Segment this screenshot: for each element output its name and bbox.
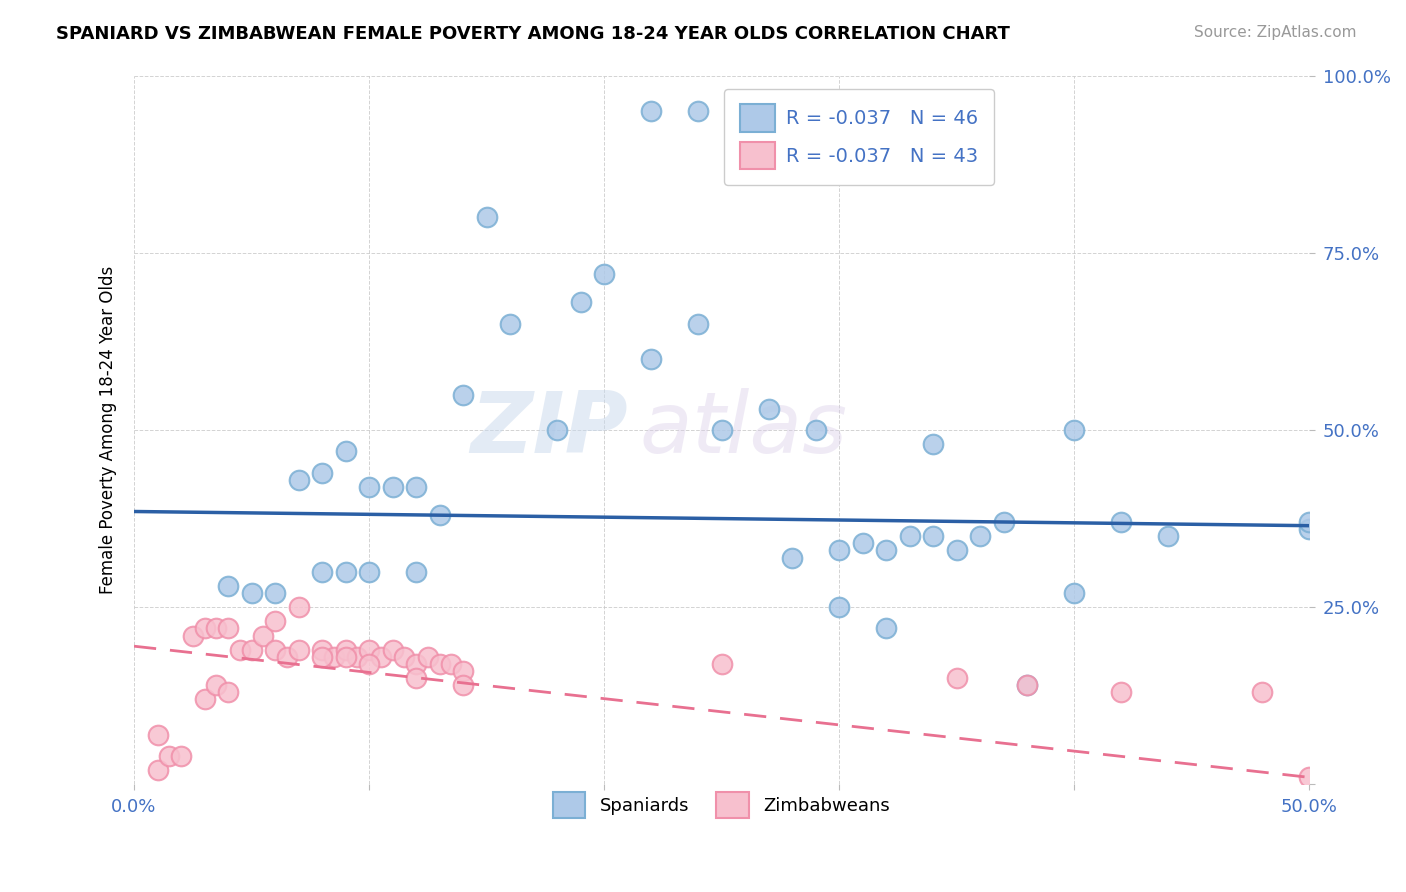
Point xyxy=(264,586,287,600)
Point xyxy=(1063,586,1085,600)
Point xyxy=(475,211,498,225)
Point xyxy=(640,352,662,367)
Legend: Spaniards, Zimbabweans: Spaniards, Zimbabweans xyxy=(546,785,897,825)
Point xyxy=(287,473,309,487)
Point xyxy=(1298,770,1320,784)
Point xyxy=(828,543,851,558)
Point xyxy=(181,629,204,643)
Point xyxy=(1298,522,1320,536)
Point xyxy=(357,657,380,671)
Point xyxy=(335,565,357,579)
Point xyxy=(569,295,592,310)
Point xyxy=(1298,515,1320,529)
Point xyxy=(686,103,709,118)
Point xyxy=(1017,678,1039,692)
Point xyxy=(451,387,474,401)
Point xyxy=(1017,678,1039,692)
Point xyxy=(229,642,252,657)
Point xyxy=(1063,423,1085,437)
Point xyxy=(335,649,357,664)
Point xyxy=(875,543,897,558)
Point xyxy=(240,586,263,600)
Point xyxy=(381,480,404,494)
Point xyxy=(875,622,897,636)
Point xyxy=(758,401,780,416)
Point xyxy=(969,529,991,543)
Point xyxy=(193,692,215,706)
Point xyxy=(405,657,427,671)
Point xyxy=(1109,515,1132,529)
Point xyxy=(898,529,921,543)
Point xyxy=(170,749,193,764)
Point xyxy=(451,664,474,678)
Point xyxy=(240,642,263,657)
Point xyxy=(394,649,416,664)
Point xyxy=(311,466,333,480)
Text: SPANIARD VS ZIMBABWEAN FEMALE POVERTY AMONG 18-24 YEAR OLDS CORRELATION CHART: SPANIARD VS ZIMBABWEAN FEMALE POVERTY AM… xyxy=(56,25,1010,43)
Point xyxy=(922,437,945,451)
Point xyxy=(710,423,733,437)
Point xyxy=(405,480,427,494)
Point xyxy=(146,764,169,778)
Point xyxy=(205,678,228,692)
Point xyxy=(287,642,309,657)
Point xyxy=(640,103,662,118)
Point xyxy=(217,622,239,636)
Text: atlas: atlas xyxy=(640,389,848,472)
Point xyxy=(804,423,827,437)
Point xyxy=(405,565,427,579)
Point xyxy=(405,671,427,685)
Point xyxy=(945,543,967,558)
Point xyxy=(1157,529,1180,543)
Point xyxy=(146,728,169,742)
Point xyxy=(205,622,228,636)
Point xyxy=(311,565,333,579)
Point xyxy=(157,749,180,764)
Point xyxy=(335,444,357,458)
Point xyxy=(851,536,873,550)
Point xyxy=(429,508,451,522)
Point xyxy=(276,649,298,664)
Point xyxy=(440,657,463,671)
Point xyxy=(499,317,522,331)
Text: Source: ZipAtlas.com: Source: ZipAtlas.com xyxy=(1194,25,1357,40)
Point xyxy=(335,642,357,657)
Point xyxy=(922,529,945,543)
Point xyxy=(252,629,274,643)
Point xyxy=(357,480,380,494)
Point xyxy=(710,657,733,671)
Point xyxy=(311,642,333,657)
Point xyxy=(945,671,967,685)
Point xyxy=(217,579,239,593)
Text: ZIP: ZIP xyxy=(470,389,627,472)
Point xyxy=(264,642,287,657)
Point xyxy=(193,622,215,636)
Point xyxy=(828,600,851,615)
Point xyxy=(381,642,404,657)
Point xyxy=(357,565,380,579)
Point xyxy=(1251,685,1274,699)
Point xyxy=(264,615,287,629)
Point xyxy=(451,678,474,692)
Point xyxy=(346,649,368,664)
Point xyxy=(993,515,1015,529)
Point xyxy=(1109,685,1132,699)
Point xyxy=(311,649,333,664)
Point xyxy=(322,649,344,664)
Point xyxy=(370,649,392,664)
Y-axis label: Female Poverty Among 18-24 Year Olds: Female Poverty Among 18-24 Year Olds xyxy=(100,266,117,594)
Point xyxy=(686,317,709,331)
Point xyxy=(429,657,451,671)
Point xyxy=(593,267,616,281)
Point xyxy=(546,423,568,437)
Point xyxy=(416,649,439,664)
Point xyxy=(287,600,309,615)
Point xyxy=(357,642,380,657)
Point xyxy=(217,685,239,699)
Point xyxy=(780,550,803,565)
